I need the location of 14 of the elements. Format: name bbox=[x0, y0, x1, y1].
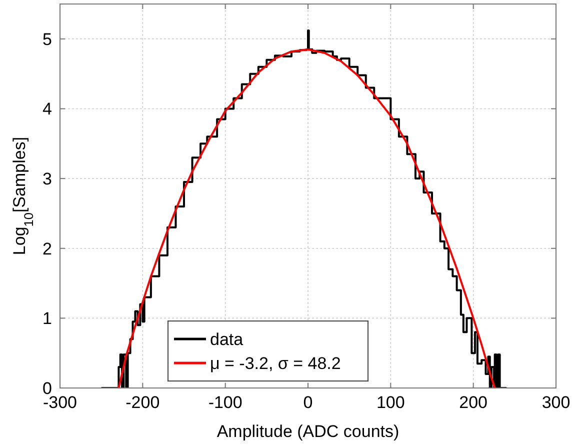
y-tick-label: 4 bbox=[42, 100, 52, 119]
x-axis-title: Amplitude (ADC counts) bbox=[216, 422, 400, 441]
y-tick-label: 5 bbox=[42, 30, 52, 49]
x-tick-label: 100 bbox=[376, 393, 405, 412]
x-tick-label: 300 bbox=[542, 393, 570, 412]
y-tick-label: 2 bbox=[42, 239, 52, 258]
x-tick-label: -100 bbox=[208, 393, 242, 412]
legend-label: data bbox=[210, 330, 244, 349]
y-tick-label: 3 bbox=[42, 170, 52, 189]
x-tick-label: 200 bbox=[459, 393, 488, 412]
legend-label: μ = -3.2, σ = 48.2 bbox=[210, 354, 341, 373]
x-tick-label: 0 bbox=[303, 393, 313, 412]
y-tick-label: 1 bbox=[42, 309, 52, 328]
x-tick-label: -200 bbox=[126, 393, 160, 412]
